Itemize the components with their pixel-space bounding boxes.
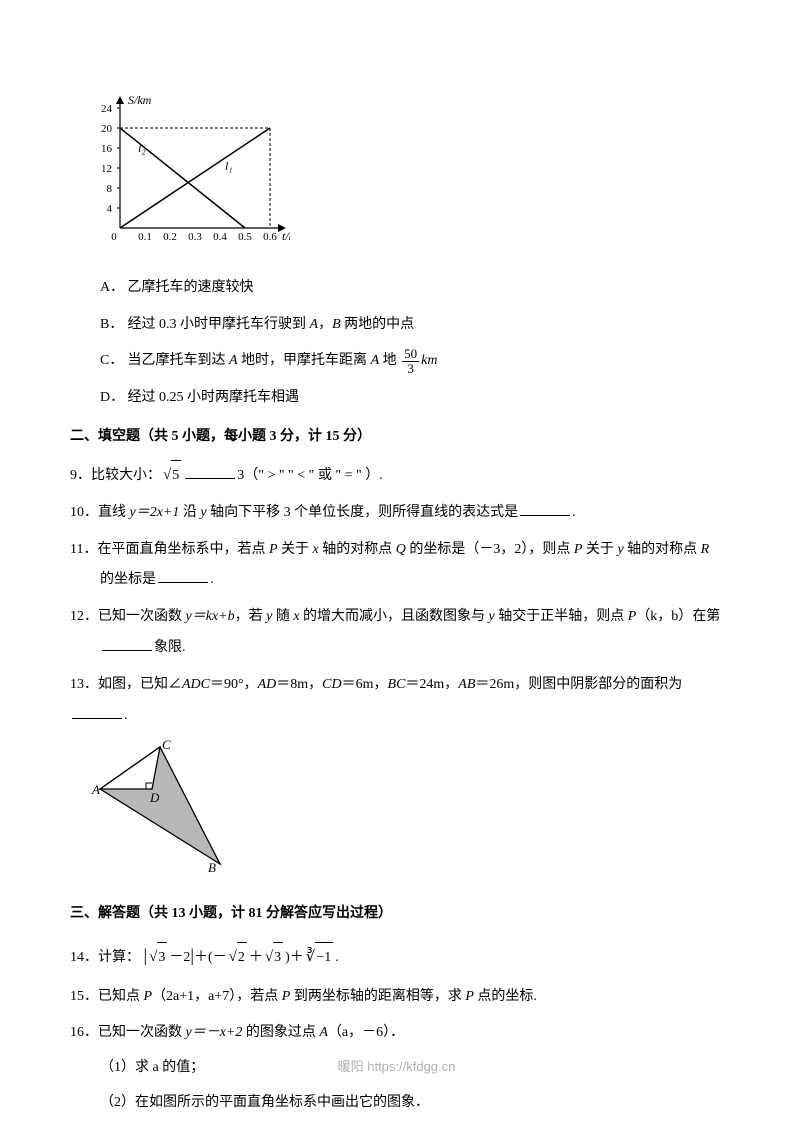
y-axis-label: S/km <box>128 93 152 107</box>
option-text: 经过 0.3 小时甲摩托车行驶到 <box>128 317 310 332</box>
option-label: C． <box>100 346 124 377</box>
xtick: 0.2 <box>163 231 177 243</box>
vertex-d: D <box>149 790 160 805</box>
ytick: 8 <box>107 183 113 195</box>
question-11: 11．在平面直角坐标系中，若点 P 关于 x 轴的对称点 Q 的坐标是（－3，2… <box>70 535 723 597</box>
vertex-b: B <box>208 860 216 874</box>
triangle-svg: A C D B <box>90 739 260 874</box>
question-15: 15．已知点 P（2a+1，a+7），若点 P 到两坐标轴的距离相等，求 P 点… <box>70 982 723 1013</box>
vertex-c: C <box>162 739 171 752</box>
sqrt-icon: 3 <box>265 941 283 974</box>
question-13: 13．如图，已知∠ADC＝90°，AD＝8m，CD＝6m，BC＝24m，AB＝2… <box>70 670 723 732</box>
section-3-header: 三、解答题（共 13 小题，计 81 分解答应写出过程） <box>70 899 723 930</box>
blank-input[interactable] <box>102 636 152 651</box>
xtick: 0.5 <box>238 231 252 243</box>
option-text: 乙摩托车的速度较快 <box>128 280 254 295</box>
page-footer: 暖阳 https://kfdgg.cn <box>0 1053 793 1082</box>
vertex-a: A <box>91 782 100 797</box>
ytick: 16 <box>101 143 113 155</box>
sub-question-2: （2）在如图所示的平面直角坐标系中画出它的图象． <box>70 1088 723 1119</box>
option-label: A． <box>100 273 124 304</box>
option-text: 经过 0.25 小时两摩托车相遇 <box>128 390 300 405</box>
option-b: B． 经过 0.3 小时甲摩托车行驶到 A，B 两地的中点 <box>70 310 723 341</box>
triangle-figure: A C D B <box>90 739 723 887</box>
sqrt-icon: 3 <box>149 941 167 974</box>
fraction: 503 <box>402 347 419 375</box>
option-label: B． <box>100 310 124 341</box>
option-c: C． 当乙摩托车到达 A 地时，甲摩托车距离 A 地 503km <box>70 346 723 377</box>
section-2-header: 二、填空题（共 5 小题，每小题 3 分，计 15 分） <box>70 422 723 453</box>
x-axis-label: t/h <box>282 229 290 243</box>
question-9: 9．比较大小：53（" > " " < " 或 " = " ）. <box>70 459 723 492</box>
sqrt-icon: 5 <box>163 459 181 492</box>
xtick: 0.3 <box>188 231 202 243</box>
option-d: D． 经过 0.25 小时两摩托车相遇 <box>70 383 723 414</box>
line2-label: l₂ <box>138 141 146 155</box>
ytick: 20 <box>101 123 113 135</box>
xtick: 0.6 <box>263 231 277 243</box>
graph-svg: 4 8 12 16 20 24 0.1 0.2 0.3 0.4 0.5 0.6 … <box>90 90 290 250</box>
option-a: A． 乙摩托车的速度较快 <box>70 273 723 304</box>
question-14: 14．计算： |3－2|＋(－2＋3)＋−1. <box>70 936 723 976</box>
line-graph: 4 8 12 16 20 24 0.1 0.2 0.3 0.4 0.5 0.6 … <box>90 90 723 263</box>
ytick: 12 <box>101 163 112 175</box>
blank-input[interactable] <box>158 569 208 584</box>
blank-input[interactable] <box>520 501 570 516</box>
line1-label: l₁ <box>225 159 233 173</box>
ytick: 4 <box>107 203 113 215</box>
xtick: 0.1 <box>138 231 152 243</box>
cbrt-icon: −1 <box>306 941 333 974</box>
blank-input[interactable] <box>185 464 235 479</box>
blank-input[interactable] <box>72 704 122 719</box>
question-10: 10．直线 y＝2x+1 沿 y 轴向下平移 3 个单位长度，则所得直线的表达式… <box>70 498 723 529</box>
var-b: B <box>332 317 341 332</box>
option-label: D． <box>100 383 124 414</box>
xtick: 0.4 <box>213 231 227 243</box>
sqrt-icon: 2 <box>229 941 247 974</box>
var-a: A <box>310 317 319 332</box>
origin: 0 <box>111 231 117 243</box>
question-12: 12．已知一次函数 y＝kx+b，若 y 随 x 的增大而减小，且函数图象与 y… <box>70 602 723 664</box>
ytick: 24 <box>101 103 113 115</box>
